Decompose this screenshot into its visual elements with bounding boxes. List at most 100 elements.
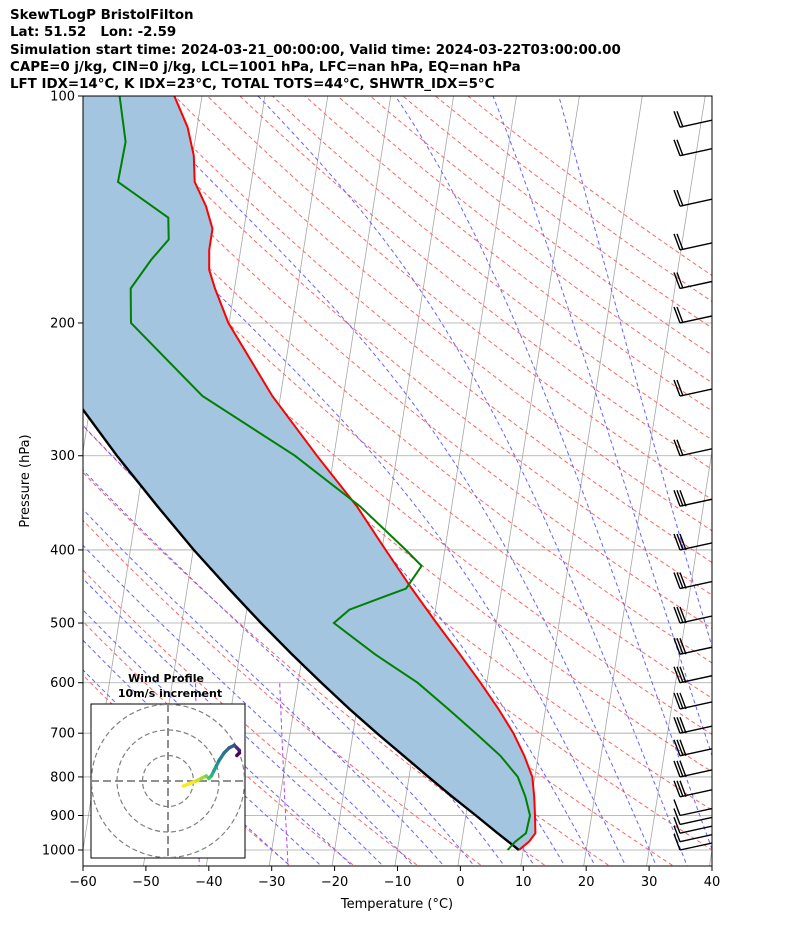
wind-barb-flag xyxy=(673,139,681,156)
wind-barb-flag xyxy=(673,306,681,324)
y-tick-label: 800 xyxy=(50,770,75,785)
wind-barb xyxy=(673,606,712,624)
x-tick-label: −60 xyxy=(69,875,96,890)
hodograph-ring xyxy=(91,704,245,858)
mixing-ratio-line xyxy=(279,682,289,866)
wind-barb-flag xyxy=(673,489,681,507)
y-tick-label: 900 xyxy=(50,809,75,824)
wind-barb xyxy=(673,808,712,826)
wind-barb-flag xyxy=(676,533,684,551)
wind-barb-flag xyxy=(673,666,681,683)
hodograph-trace xyxy=(181,743,242,788)
wind-barb-flag xyxy=(673,379,681,397)
chart-title: SkewTLogP BristolFilton xyxy=(10,8,194,23)
moist-adiabat xyxy=(83,609,354,866)
wind-barb xyxy=(673,780,712,798)
wind-barb-flag xyxy=(679,533,687,551)
wind-barb xyxy=(673,439,712,457)
wind-barb-flag xyxy=(679,637,687,655)
wind-barb-flag xyxy=(673,533,681,551)
hodograph-title: Wind Profile xyxy=(128,672,204,685)
isotherm-line xyxy=(709,847,712,866)
wind-barb xyxy=(673,825,712,843)
stability-indices: LFT IDX=14°C, K IDX=23°C, TOTAL TOTS=44°… xyxy=(10,77,495,93)
dry-adiabat xyxy=(83,519,483,866)
wind-barb-flag xyxy=(679,666,687,683)
wind-barb xyxy=(673,272,712,290)
wind-barbs xyxy=(673,110,712,851)
moist-adiabat xyxy=(83,240,596,866)
wind-barb-flag xyxy=(676,637,684,655)
wind-barb-flag xyxy=(673,692,681,710)
wind-barb-flag xyxy=(679,572,687,589)
wind-barb-flag xyxy=(679,716,687,734)
wind-barb-flag xyxy=(679,739,687,757)
wind-barb-staff xyxy=(679,315,712,324)
dry-adiabat xyxy=(304,96,712,412)
wind-barb-staff xyxy=(679,448,712,457)
wind-barb-staff xyxy=(679,807,712,817)
moist-adiabat xyxy=(558,96,712,649)
wind-barb xyxy=(673,816,712,834)
parcel-line xyxy=(83,407,520,851)
wind-barb-flag xyxy=(676,606,684,624)
wind-barb-flag xyxy=(676,110,684,128)
wind-barb-staff xyxy=(679,119,712,128)
wind-barb-flag xyxy=(673,739,681,757)
wind-barb xyxy=(673,572,712,590)
moist-adiabat xyxy=(83,577,384,866)
wind-barb-flag xyxy=(673,825,681,842)
moist-adiabat xyxy=(492,96,712,758)
moist-adiabat xyxy=(83,469,475,866)
hodograph-segment xyxy=(181,779,198,788)
hodograph-inset: Wind Profile 10m/s increment xyxy=(90,672,246,859)
x-tick-label: 10 xyxy=(515,875,532,890)
cin-shading xyxy=(83,96,536,850)
wind-barb-flag xyxy=(676,306,684,324)
wind-barb-flag xyxy=(676,139,684,156)
dry-adiabat xyxy=(108,96,712,596)
isotherm-line xyxy=(0,83,15,869)
wind-barb xyxy=(673,692,712,710)
wind-barb-flag xyxy=(679,760,687,778)
wind-barb-flag xyxy=(676,716,684,734)
dry-adiabat xyxy=(83,569,420,866)
wind-barb-flag xyxy=(676,379,684,397)
wind-barb-flag xyxy=(676,666,684,683)
moist-adiabat xyxy=(257,96,688,866)
wind-barb-flag xyxy=(673,572,681,589)
wind-barb-flag xyxy=(679,489,687,507)
isotherm-line xyxy=(772,83,794,869)
isotherm-line xyxy=(0,83,78,869)
wind-barb-flag xyxy=(673,760,681,778)
wind-barb-flag xyxy=(676,739,684,757)
dry-adiabat xyxy=(83,337,712,851)
hodograph-subtitle: 10m/s increment xyxy=(118,687,222,700)
wind-barb xyxy=(673,760,712,778)
wind-barb-flag xyxy=(673,799,681,816)
wind-barb-flag xyxy=(679,606,687,624)
wind-barb-staff xyxy=(679,388,712,397)
isotherm-line xyxy=(520,96,643,866)
isotherm-line xyxy=(646,448,712,866)
wind-barb-staff xyxy=(679,198,712,207)
temperature-line xyxy=(173,96,537,851)
wind-barb-flag xyxy=(676,489,684,507)
wind-barb-staff xyxy=(679,825,712,834)
x-tick-label: −50 xyxy=(132,875,159,890)
cin-area xyxy=(83,96,536,850)
dry-adiabats xyxy=(83,96,712,866)
y-tick-label: 600 xyxy=(50,676,75,691)
moist-adiabat xyxy=(83,639,323,866)
x-tick-label: 0 xyxy=(456,875,464,890)
wind-barb-flag xyxy=(673,272,681,289)
y-tick-label: 300 xyxy=(50,449,75,464)
wind-barb-staff xyxy=(679,816,712,826)
wind-barb xyxy=(673,637,712,655)
wind-barb xyxy=(673,489,712,507)
y-axis: 100 200 300 400 500 600 700 800 900 1000 xyxy=(42,90,83,859)
y-tick-label: 100 xyxy=(50,90,75,105)
wind-barb xyxy=(673,799,712,817)
dewpoint-profile xyxy=(116,96,532,851)
